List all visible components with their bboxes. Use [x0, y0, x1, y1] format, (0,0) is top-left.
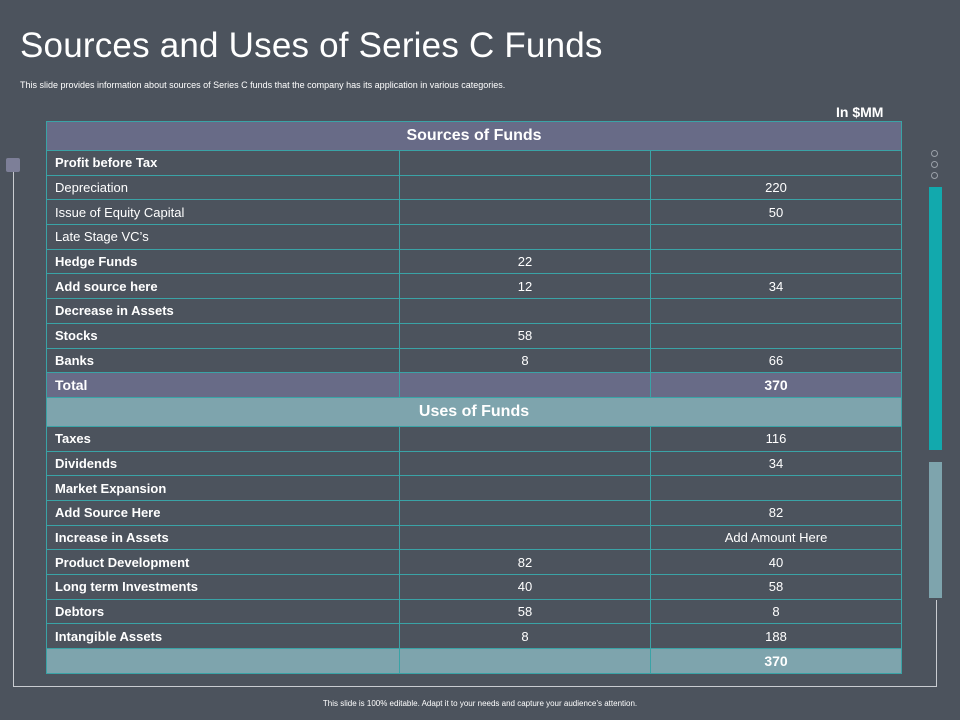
uses-header: Uses of Funds [45, 396, 903, 427]
row-label: Banks [46, 347, 400, 374]
row-label: Decrease in Assets [46, 298, 400, 324]
table-row: Banks 8 66 [46, 347, 903, 374]
row-label: Profit before Tax [46, 150, 400, 176]
row-label: Add Source Here [46, 499, 400, 526]
value-cell-2 [649, 475, 903, 501]
table-row: Increase in Assets Add Amount Here [46, 524, 903, 551]
table-row: Total 370 [46, 372, 903, 398]
value-cell-2 [649, 150, 903, 176]
table-row: Stocks 58 [46, 322, 903, 349]
row-label: Long term Investments [46, 574, 400, 600]
slide-footer: This slide is 100% editable. Adapt it to… [322, 699, 638, 708]
sources-header-row: Sources of Funds [45, 121, 903, 151]
value-cell-1 [399, 224, 651, 250]
value-cell-2: 34 [649, 450, 903, 477]
decorative-dot-icon [931, 172, 938, 179]
value-cell-2: 58 [649, 574, 903, 600]
row-label: Debtors [46, 598, 400, 625]
value-cell-1 [399, 648, 651, 674]
value-cell-2 [649, 224, 903, 250]
value-cell-1: 8 [399, 623, 651, 650]
frame-line-bottom [13, 686, 937, 687]
accent-bar-teal [929, 187, 942, 450]
value-cell-1: 82 [399, 549, 651, 575]
value-cell-1 [399, 174, 651, 201]
row-label: Market Expansion [46, 475, 400, 501]
value-cell-2: 66 [649, 347, 903, 374]
slide-subtitle: This slide provides information about so… [20, 80, 506, 90]
row-label: Stocks [46, 322, 400, 349]
decorative-dot-icon [931, 161, 938, 168]
row-label: Depreciation [46, 174, 400, 201]
table-row: Taxes 116 [46, 425, 903, 452]
value-cell-1: 40 [399, 574, 651, 600]
value-cell-1: 12 [399, 273, 651, 300]
value-cell-2: 34 [649, 273, 903, 300]
value-cell-2: 40 [649, 549, 903, 575]
table-row: Add Source Here 82 [46, 499, 903, 526]
row-label: Total [46, 372, 400, 398]
table-row: Long term Investments 40 58 [46, 574, 903, 600]
row-label: Add source here [46, 273, 400, 300]
value-cell-2 [649, 248, 903, 275]
frame-line-left [13, 172, 14, 686]
decorative-dot-icon [931, 150, 938, 157]
table-row: Product Development 82 40 [46, 549, 903, 575]
row-label [46, 648, 400, 674]
table-row: 370 [46, 648, 903, 674]
value-cell-2: 82 [649, 499, 903, 526]
row-label: Intangible Assets [46, 623, 400, 650]
table-row: Decrease in Assets [46, 298, 903, 324]
row-label: Taxes [46, 425, 400, 452]
value-cell-2: 370 [649, 372, 903, 398]
value-cell-2: 370 [649, 648, 903, 674]
row-label: Issue of Equity Capital [46, 199, 400, 226]
value-cell-1: 58 [399, 322, 651, 349]
value-cell-1: 8 [399, 347, 651, 374]
slide-title: Sources and Uses of Series C Funds [20, 26, 603, 65]
value-cell-2: 8 [649, 598, 903, 625]
value-cell-1 [399, 450, 651, 477]
table-row: Profit before Tax [46, 150, 903, 176]
value-cell-2: Add Amount Here [649, 524, 903, 551]
value-cell-1 [399, 425, 651, 452]
unit-label: In $MM [836, 104, 884, 120]
value-cell-2 [649, 298, 903, 324]
value-cell-1 [399, 298, 651, 324]
row-label: Hedge Funds [46, 248, 400, 275]
row-label: Late Stage VC’s [46, 224, 400, 250]
table-row: Hedge Funds 22 [46, 248, 903, 275]
table-row: Dividends 34 [46, 450, 903, 477]
funds-table: Sources of Funds Profit before Tax Deprec… [45, 121, 903, 674]
value-cell-1 [399, 372, 651, 398]
uses-header-row: Uses of Funds [45, 396, 903, 427]
value-cell-2: 188 [649, 623, 903, 650]
value-cell-1 [399, 199, 651, 226]
table-row: Intangible Assets 8 188 [46, 623, 903, 650]
table-row: Debtors 58 8 [46, 598, 903, 625]
value-cell-1: 22 [399, 248, 651, 275]
value-cell-2: 116 [649, 425, 903, 452]
value-cell-1 [399, 524, 651, 551]
sources-header: Sources of Funds [45, 121, 903, 151]
table-row: Issue of Equity Capital 50 [46, 199, 903, 226]
table-row: Depreciation 220 [46, 174, 903, 201]
decorative-square [6, 158, 20, 172]
frame-line-right [936, 600, 937, 687]
value-cell-1 [399, 150, 651, 176]
table-row: Add source here 12 34 [46, 273, 903, 300]
row-label: Dividends [46, 450, 400, 477]
value-cell-2: 50 [649, 199, 903, 226]
value-cell-1 [399, 475, 651, 501]
row-label: Product Development [46, 549, 400, 575]
value-cell-1: 58 [399, 598, 651, 625]
row-label: Increase in Assets [46, 524, 400, 551]
accent-bar-blue [929, 462, 942, 598]
value-cell-1 [399, 499, 651, 526]
table-row: Market Expansion [46, 475, 903, 501]
table-row: Late Stage VC’s [46, 224, 903, 250]
value-cell-2: 220 [649, 174, 903, 201]
value-cell-2 [649, 322, 903, 349]
